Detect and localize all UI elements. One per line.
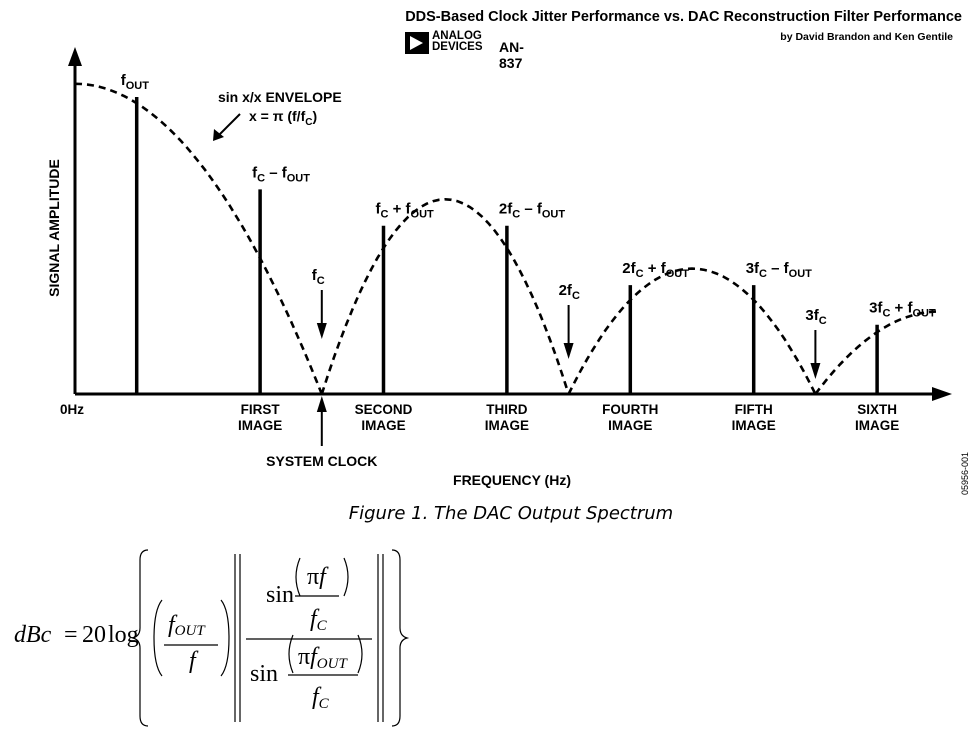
line-label-5: 3fC – fOUT bbox=[746, 260, 812, 280]
analog-devices-logo-icon bbox=[405, 32, 429, 54]
category-label-6-1: IMAGE bbox=[855, 418, 899, 433]
envelope-label-line2: x = π (f/fC) bbox=[249, 108, 317, 128]
category-label-2-0: SECOND bbox=[355, 402, 413, 417]
formula-coefficient: 20 bbox=[82, 622, 106, 648]
line-label-6: 3fC + fOUT bbox=[869, 300, 936, 320]
line-label-1: fC – fOUT bbox=[252, 164, 310, 184]
formula-f-den: f bbox=[189, 648, 199, 674]
line-label-4: 2fC + fOUT bbox=[622, 260, 689, 280]
null-arrowhead-1 bbox=[563, 343, 574, 359]
envelope-pointer-line bbox=[219, 113, 241, 135]
formula-sin-den: sin bbox=[250, 661, 278, 687]
line-label-3: 2fC – fOUT bbox=[499, 201, 565, 221]
category-label-2-1: IMAGE bbox=[361, 418, 405, 433]
null-label-2: 3fC bbox=[805, 307, 826, 327]
logo-wordmark: ANALOG DEVICES bbox=[432, 30, 483, 53]
formula-log: log bbox=[108, 622, 139, 648]
y-axis-arrowhead bbox=[68, 47, 82, 66]
x-axis-arrowhead bbox=[932, 387, 952, 401]
dbc-formula: dBc = 20 log fOUT f sin πf fC sin πfOUT … bbox=[14, 549, 410, 727]
null-arrowhead-2 bbox=[810, 363, 821, 379]
formula-fc-num: fC bbox=[310, 606, 328, 634]
sinc-envelope bbox=[74, 82, 939, 395]
x-axis-title: FREQUENCY (Hz) bbox=[453, 472, 571, 488]
formula-brackets bbox=[130, 549, 410, 727]
system-clock-label: SYSTEM CLOCK bbox=[266, 453, 377, 469]
document-authors: by David Brandon and Ken Gentile bbox=[780, 31, 953, 43]
y-axis-title: SIGNAL AMPLITUDE bbox=[46, 159, 62, 297]
category-label-6-0: SIXTH bbox=[857, 402, 897, 417]
envelope-curve bbox=[74, 82, 939, 395]
category-label-5-0: FIFTH bbox=[735, 402, 773, 417]
logo-line-2: DEVICES bbox=[432, 41, 483, 53]
envelope-label-line1: sin x/x ENVELOPE bbox=[218, 89, 342, 105]
formula-equals: = bbox=[64, 622, 78, 648]
line-label-0: fOUT bbox=[121, 72, 150, 92]
category-label-3-1: IMAGE bbox=[485, 418, 529, 433]
formula-pifout-den: πfOUT bbox=[298, 644, 348, 672]
analog-devices-logo: ANALOG DEVICES AN-837 bbox=[405, 30, 545, 71]
formula-lhs: dBc bbox=[14, 622, 52, 648]
null-label-1: 2fC bbox=[559, 282, 580, 302]
figure-id: 05956-001 bbox=[960, 451, 970, 495]
logo-line-1: ANALOG bbox=[432, 30, 482, 42]
doc-id: AN-837 bbox=[499, 39, 524, 71]
category-label-5-1: IMAGE bbox=[732, 418, 776, 433]
line-label-2: fC + fOUT bbox=[376, 201, 435, 221]
null-arrowhead-0 bbox=[316, 323, 327, 339]
formula-fout-num: fOUT bbox=[168, 612, 206, 639]
spectral-lines bbox=[134, 97, 879, 446]
origin-label: 0Hz bbox=[60, 402, 84, 417]
category-label-4-1: IMAGE bbox=[608, 418, 652, 433]
category-label-3-0: THIRD bbox=[486, 402, 527, 417]
figure-caption: Figure 1. The DAC Output Spectrum bbox=[348, 503, 674, 524]
document-title: DDS-Based Clock Jitter Performance vs. D… bbox=[405, 9, 962, 25]
null-label-0: fC bbox=[312, 267, 325, 287]
formula-fc-den: fC bbox=[312, 684, 330, 712]
chart-axes bbox=[68, 47, 952, 401]
category-label-1-1: IMAGE bbox=[238, 418, 282, 433]
formula-pif-num: πf bbox=[307, 564, 329, 590]
envelope-pointer-arrowhead bbox=[213, 129, 224, 141]
category-label-4-0: FOURTH bbox=[602, 402, 658, 417]
formula-sin-num: sin bbox=[266, 582, 294, 608]
system-clock-arrowhead bbox=[316, 396, 327, 412]
category-label-1-0: FIRST bbox=[241, 402, 281, 417]
